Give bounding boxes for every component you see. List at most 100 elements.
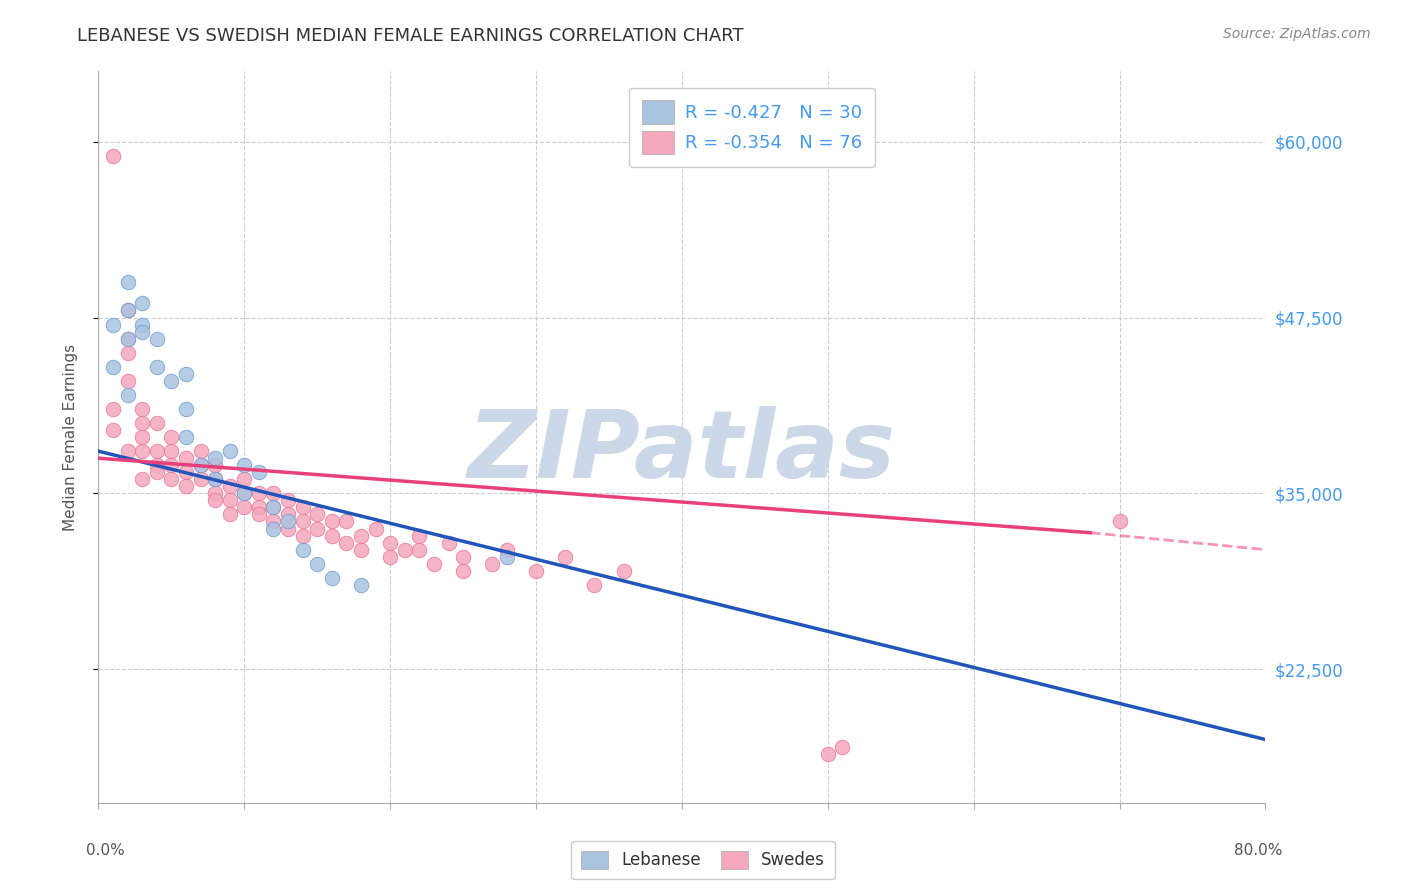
Point bbox=[117, 374, 139, 388]
Point bbox=[160, 374, 183, 388]
Point bbox=[524, 564, 547, 578]
Point bbox=[437, 535, 460, 549]
Point bbox=[262, 500, 284, 515]
Point bbox=[131, 325, 153, 339]
Point bbox=[307, 557, 329, 571]
Point bbox=[307, 521, 329, 535]
Point bbox=[117, 303, 139, 318]
Point bbox=[218, 508, 240, 522]
Point bbox=[380, 535, 402, 549]
Point bbox=[218, 444, 240, 458]
Point bbox=[291, 500, 314, 515]
Point bbox=[160, 472, 183, 486]
Point bbox=[160, 458, 183, 473]
Point bbox=[146, 465, 169, 479]
Point bbox=[117, 332, 139, 346]
Point bbox=[423, 557, 446, 571]
Text: 80.0%: 80.0% bbox=[1234, 843, 1282, 858]
Point bbox=[190, 444, 212, 458]
Text: Source: ZipAtlas.com: Source: ZipAtlas.com bbox=[1223, 27, 1371, 41]
Point bbox=[247, 486, 270, 500]
Point bbox=[131, 416, 153, 430]
Point bbox=[131, 318, 153, 332]
Point bbox=[554, 549, 576, 564]
Point bbox=[277, 493, 299, 508]
Point bbox=[247, 465, 270, 479]
Point bbox=[233, 472, 256, 486]
Point bbox=[451, 564, 474, 578]
Point bbox=[1108, 515, 1130, 529]
Point bbox=[160, 430, 183, 444]
Point bbox=[350, 528, 373, 542]
Point bbox=[350, 542, 373, 557]
Text: LEBANESE VS SWEDISH MEDIAN FEMALE EARNINGS CORRELATION CHART: LEBANESE VS SWEDISH MEDIAN FEMALE EARNIN… bbox=[77, 27, 744, 45]
Point bbox=[451, 549, 474, 564]
Point bbox=[247, 508, 270, 522]
Point bbox=[218, 479, 240, 493]
Point bbox=[496, 542, 519, 557]
Point bbox=[146, 332, 169, 346]
Point bbox=[204, 493, 226, 508]
Point bbox=[291, 528, 314, 542]
Point bbox=[204, 472, 226, 486]
Point bbox=[117, 332, 139, 346]
Point bbox=[233, 486, 256, 500]
Point bbox=[174, 479, 197, 493]
Point bbox=[335, 515, 357, 529]
Point bbox=[204, 486, 226, 500]
Point bbox=[174, 367, 197, 381]
Point bbox=[583, 578, 606, 592]
Point bbox=[174, 401, 197, 416]
Point bbox=[204, 458, 226, 473]
Point bbox=[817, 747, 839, 761]
Point bbox=[612, 564, 634, 578]
Point bbox=[277, 515, 299, 529]
Legend: R = -0.427   N = 30, R = -0.354   N = 76: R = -0.427 N = 30, R = -0.354 N = 76 bbox=[628, 87, 875, 167]
Point bbox=[335, 535, 357, 549]
Point bbox=[117, 444, 139, 458]
Point bbox=[307, 508, 329, 522]
Point bbox=[262, 500, 284, 515]
Point bbox=[831, 739, 853, 754]
Point bbox=[408, 528, 430, 542]
Point bbox=[321, 515, 343, 529]
Point bbox=[190, 458, 212, 473]
Point bbox=[262, 515, 284, 529]
Point bbox=[117, 388, 139, 402]
Point bbox=[233, 486, 256, 500]
Point bbox=[146, 359, 169, 374]
Point bbox=[262, 521, 284, 535]
Point bbox=[174, 430, 197, 444]
Point bbox=[350, 578, 373, 592]
Point bbox=[160, 444, 183, 458]
Text: ZIPatlas: ZIPatlas bbox=[468, 406, 896, 498]
Point bbox=[131, 430, 153, 444]
Point bbox=[131, 401, 153, 416]
Point bbox=[174, 465, 197, 479]
Point bbox=[101, 423, 124, 437]
Point bbox=[394, 542, 416, 557]
Point bbox=[262, 486, 284, 500]
Point bbox=[131, 472, 153, 486]
Text: 0.0%: 0.0% bbox=[86, 843, 125, 858]
Point bbox=[146, 458, 169, 473]
Point bbox=[146, 444, 169, 458]
Point bbox=[101, 401, 124, 416]
Point bbox=[496, 549, 519, 564]
Point bbox=[146, 416, 169, 430]
Point bbox=[364, 521, 387, 535]
Point bbox=[117, 303, 139, 318]
Point bbox=[174, 451, 197, 466]
Point bbox=[321, 571, 343, 585]
Legend: Lebanese, Swedes: Lebanese, Swedes bbox=[571, 840, 835, 880]
Point bbox=[131, 444, 153, 458]
Y-axis label: Median Female Earnings: Median Female Earnings bbox=[63, 343, 77, 531]
Point bbox=[131, 296, 153, 310]
Point bbox=[291, 515, 314, 529]
Point bbox=[101, 359, 124, 374]
Point bbox=[277, 508, 299, 522]
Point bbox=[101, 149, 124, 163]
Point bbox=[380, 549, 402, 564]
Point bbox=[190, 472, 212, 486]
Point bbox=[101, 318, 124, 332]
